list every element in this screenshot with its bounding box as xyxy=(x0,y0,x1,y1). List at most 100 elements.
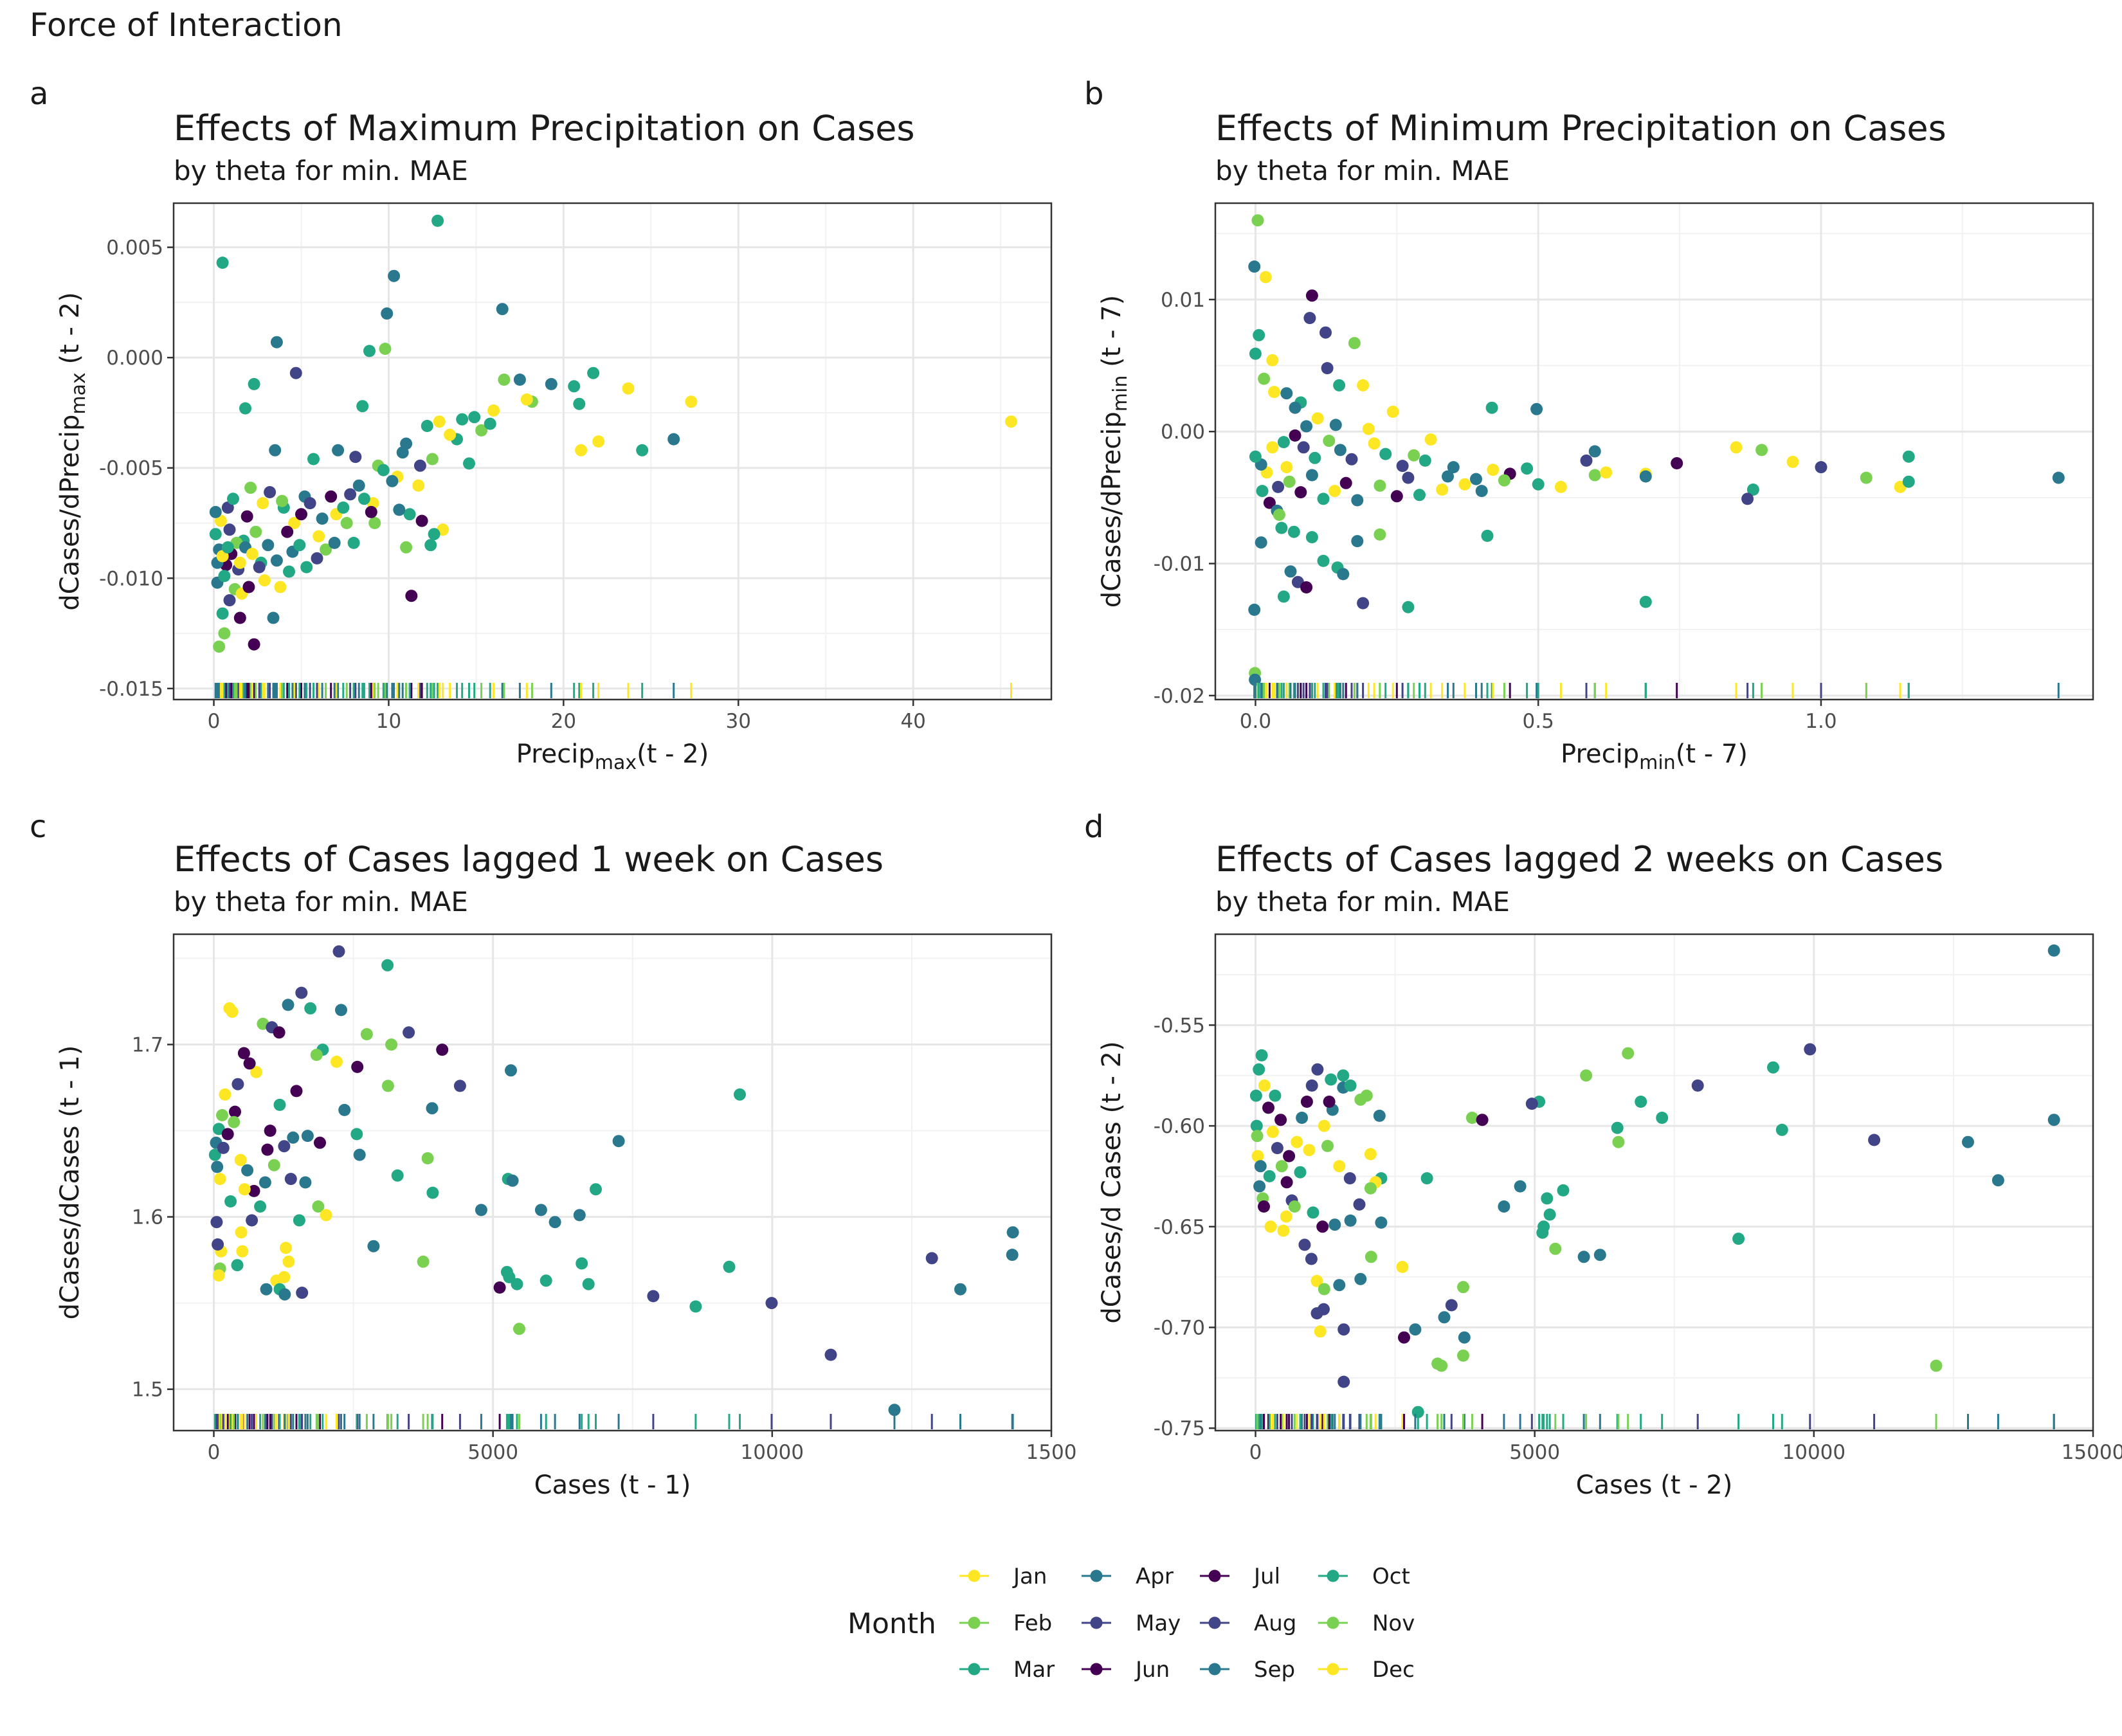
data-point xyxy=(1521,462,1534,475)
data-point xyxy=(227,493,239,505)
data-point xyxy=(1362,422,1375,435)
data-point xyxy=(1274,1114,1287,1126)
data-point xyxy=(1283,475,1296,488)
data-point xyxy=(1263,496,1276,509)
data-point xyxy=(1438,1311,1451,1324)
data-point xyxy=(417,1255,430,1268)
panel-title: Effects of Maximum Precipitation on Case… xyxy=(174,108,915,149)
data-point xyxy=(1476,1114,1489,1126)
data-point xyxy=(493,1281,506,1294)
data-point xyxy=(393,503,406,516)
data-point xyxy=(242,581,255,593)
axes: 0 5000 10000 1500 1.5 1.6 1.7 Cases (t - 1) dCas… xyxy=(55,1034,1076,1500)
data-point xyxy=(1588,445,1601,458)
data-point xyxy=(1277,436,1290,449)
data-point xyxy=(270,336,283,348)
data-point xyxy=(273,1098,286,1111)
data-point xyxy=(1305,289,1318,302)
data-point xyxy=(582,1278,595,1290)
data-point xyxy=(1343,1172,1356,1185)
data-point xyxy=(1253,329,1265,341)
data-point xyxy=(258,1176,271,1189)
plot-area xyxy=(174,203,1051,700)
data-point xyxy=(426,1102,439,1115)
data-point xyxy=(1249,673,1262,686)
panel-subtitle: by theta for min. MAE xyxy=(174,886,468,918)
data-point xyxy=(1314,1325,1327,1338)
legend-item-sep: Sep xyxy=(1200,1657,1295,1683)
data-point xyxy=(1600,466,1613,479)
data-point xyxy=(1612,1135,1625,1148)
data-point xyxy=(1457,1281,1469,1294)
data-point xyxy=(260,1283,273,1296)
data-point xyxy=(1273,509,1285,521)
data-point xyxy=(396,446,409,459)
y-tick-label: 0.01 xyxy=(1161,289,1205,312)
legend-item-aug: Aug xyxy=(1200,1611,1296,1636)
data-point xyxy=(636,444,649,457)
legend-key-point xyxy=(1208,1616,1221,1629)
x-tick-label: 40 xyxy=(900,710,925,733)
data-point xyxy=(1514,1180,1527,1193)
data-point xyxy=(496,303,509,316)
data-point xyxy=(316,512,329,525)
data-point xyxy=(765,1297,778,1310)
data-point xyxy=(1249,347,1262,360)
figure-title: Force of Interaction xyxy=(30,6,343,44)
data-point xyxy=(1254,1160,1267,1173)
data-point xyxy=(1334,444,1347,457)
data-point xyxy=(1277,1224,1290,1237)
data-point xyxy=(240,510,253,523)
data-point xyxy=(1902,475,1915,488)
data-point xyxy=(367,1240,380,1252)
data-point xyxy=(218,627,231,640)
data-point xyxy=(520,393,533,406)
data-point xyxy=(1283,1150,1296,1162)
data-point xyxy=(1611,1121,1624,1134)
legend-title: Month xyxy=(848,1607,936,1640)
legend-key-point xyxy=(968,1663,981,1676)
data-point xyxy=(276,494,289,507)
legend: Month Jan Feb Mar Apr May Jun Jul Aug Sep Oct Nov D… xyxy=(848,1564,1415,1683)
data-point xyxy=(1498,1200,1510,1213)
data-point xyxy=(274,581,287,593)
data-point xyxy=(290,1085,303,1098)
data-point xyxy=(1485,401,1498,414)
data-point xyxy=(453,1080,466,1092)
x-axis-label: Precipmax(t - 2) xyxy=(516,739,709,774)
data-point xyxy=(612,1135,625,1148)
data-point xyxy=(1321,362,1334,375)
points xyxy=(1249,944,2060,1418)
data-point xyxy=(1300,420,1313,433)
panel-a: a Effects of Maximum Precipitation on Cas… xyxy=(30,76,1053,774)
legend-key-point xyxy=(1327,1663,1339,1676)
data-point xyxy=(248,638,260,651)
data-point xyxy=(1268,386,1280,399)
data-point xyxy=(1249,450,1262,463)
data-point xyxy=(1253,1063,1265,1076)
data-point xyxy=(228,1116,240,1128)
data-point xyxy=(344,488,357,501)
data-point xyxy=(1325,1073,1338,1086)
data-point xyxy=(413,459,426,472)
legend-key-point xyxy=(1208,1663,1221,1676)
axes: 0 10 20 30 40 -0.015 -0.010 -0.005 0.000 0.005 Pre… xyxy=(55,237,926,774)
data-point xyxy=(304,497,316,510)
data-point xyxy=(233,556,246,569)
data-point xyxy=(1006,1226,1019,1239)
y-tick-label: -0.60 xyxy=(1154,1115,1205,1138)
x-tick-label: 10 xyxy=(376,710,401,733)
data-point xyxy=(1316,1220,1329,1233)
data-point xyxy=(1309,451,1321,464)
panel-tag: c xyxy=(30,809,46,845)
data-point xyxy=(1272,480,1285,493)
axes: 0 5000 10000 15000 -0.75 -0.70 -0.65 -0.60 -0.55… xyxy=(1097,1014,2122,1500)
data-point xyxy=(415,514,428,527)
rug xyxy=(1253,683,2060,698)
x-tick-label: 10000 xyxy=(1782,1441,1846,1464)
data-point xyxy=(1339,476,1352,489)
data-point xyxy=(360,1028,373,1040)
data-point xyxy=(314,1136,326,1149)
data-point xyxy=(1311,412,1324,425)
